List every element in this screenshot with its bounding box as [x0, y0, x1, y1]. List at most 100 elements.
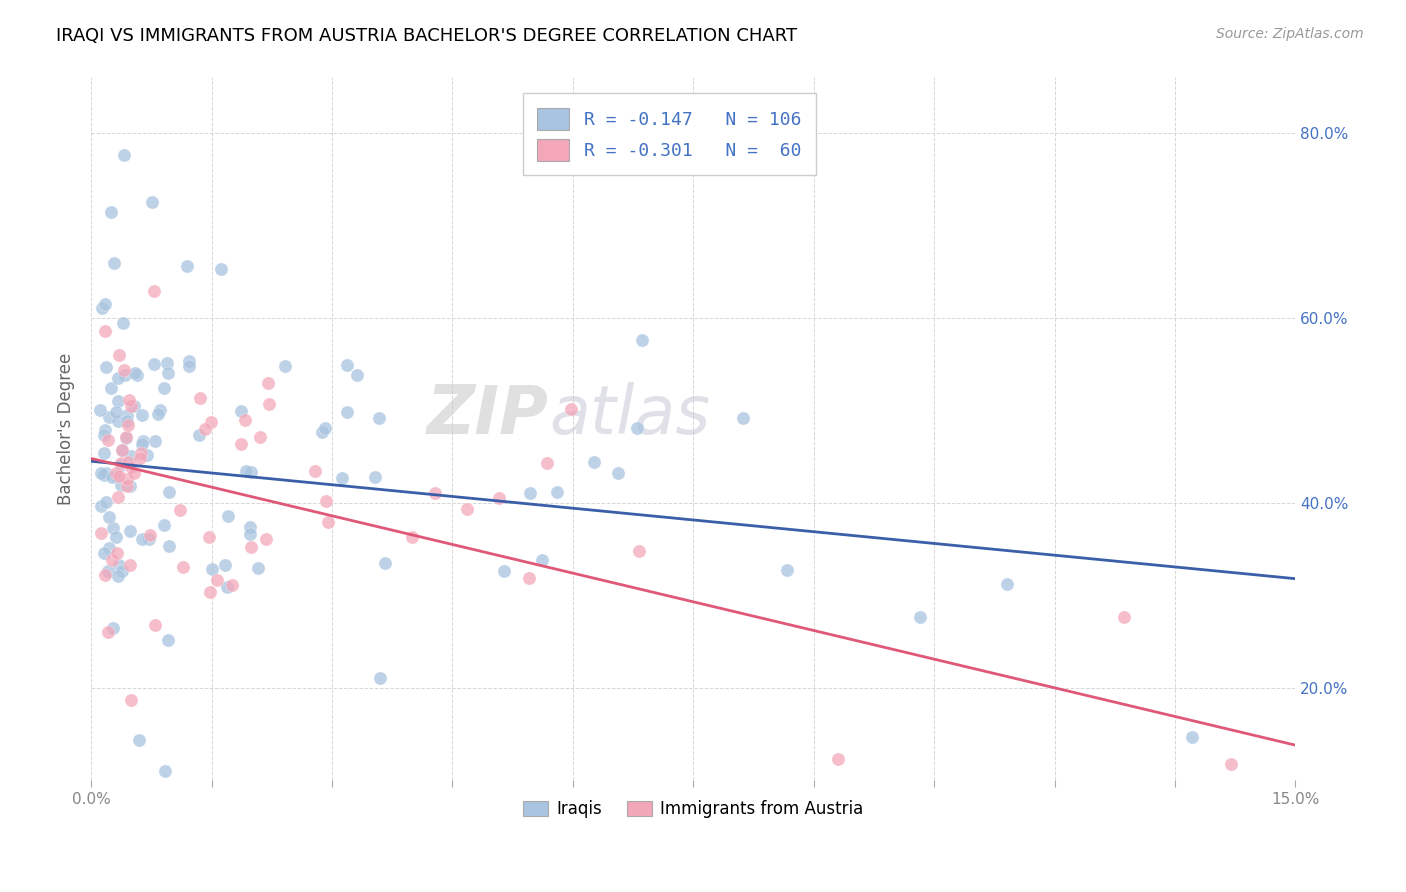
Point: [90, 467, 112, 481]
Point: [336, 358, 359, 372]
Point: [254, 532, 277, 546]
Point: [607, 466, 630, 480]
Point: [107, 568, 129, 582]
Point: [97, 434, 120, 448]
Point: [169, 503, 191, 517]
Point: [249, 429, 271, 443]
Point: [153, 764, 176, 778]
Point: [97, 564, 120, 578]
Point: [114, 368, 136, 382]
Point: [93, 427, 115, 442]
Point: [229, 404, 252, 418]
Point: [197, 531, 219, 545]
Point: [583, 455, 606, 469]
Text: IRAQI VS IMMIGRANTS FROM AUSTRIA BACHELOR'S DEGREE CORRELATION CHART: IRAQI VS IMMIGRANTS FROM AUSTRIA BACHELO…: [56, 27, 797, 45]
Point: [93, 468, 115, 483]
Y-axis label: Bachelor's Degree: Bachelor's Degree: [58, 352, 75, 505]
Point: [368, 671, 391, 685]
Point: [90, 499, 112, 513]
Point: [94, 568, 117, 582]
Point: [201, 562, 224, 576]
Point: [138, 532, 160, 546]
Point: [107, 490, 129, 504]
Point: [146, 407, 169, 421]
Point: [176, 260, 198, 274]
Point: [93, 546, 115, 560]
Point: [560, 401, 582, 416]
Point: [401, 530, 423, 544]
Point: [488, 491, 510, 506]
Point: [157, 366, 180, 380]
Text: atlas: atlas: [548, 382, 710, 448]
Point: [364, 470, 387, 484]
Point: [142, 357, 165, 371]
Point: [104, 405, 127, 419]
Point: [97, 509, 120, 524]
Point: [215, 580, 238, 594]
Point: [149, 403, 172, 417]
Point: [120, 479, 142, 493]
Point: [519, 486, 541, 500]
Point: [108, 348, 131, 362]
Point: [314, 420, 336, 434]
Point: [179, 354, 201, 368]
Point: [100, 470, 122, 484]
Point: [330, 471, 353, 485]
Point: [107, 370, 129, 384]
Point: [179, 359, 201, 374]
Point: [128, 732, 150, 747]
Point: [103, 255, 125, 269]
Point: [132, 434, 155, 448]
Point: [626, 421, 648, 435]
Point: [172, 560, 194, 574]
Point: [239, 520, 262, 534]
Point: [100, 204, 122, 219]
Point: [120, 558, 142, 572]
Point: [235, 464, 257, 478]
Point: [240, 540, 263, 554]
Point: [96, 360, 118, 375]
Point: [630, 334, 652, 348]
Point: [456, 502, 478, 516]
Text: ZIP: ZIP: [427, 382, 548, 448]
Point: [115, 430, 138, 444]
Point: [107, 414, 129, 428]
Point: [209, 261, 232, 276]
Point: [111, 564, 134, 578]
Point: [536, 456, 558, 470]
Point: [336, 405, 359, 419]
Point: [231, 437, 253, 451]
Point: [108, 469, 131, 483]
Point: [256, 376, 278, 391]
Point: [111, 442, 134, 457]
Point: [205, 574, 228, 588]
Point: [120, 400, 142, 414]
Legend: Iraqis, Immigrants from Austria: Iraqis, Immigrants from Austria: [516, 793, 870, 825]
Point: [200, 415, 222, 429]
Point: [112, 148, 135, 162]
Point: [104, 530, 127, 544]
Point: [115, 478, 138, 492]
Point: [131, 436, 153, 450]
Point: [259, 397, 281, 411]
Point: [1112, 609, 1135, 624]
Point: [315, 493, 337, 508]
Point: [239, 527, 262, 541]
Point: [110, 456, 132, 470]
Point: [124, 366, 146, 380]
Point: [1181, 730, 1204, 744]
Point: [141, 194, 163, 209]
Point: [776, 563, 799, 577]
Point: [153, 517, 176, 532]
Point: [93, 446, 115, 460]
Point: [311, 425, 333, 439]
Point: [110, 458, 132, 472]
Text: Source: ZipAtlas.com: Source: ZipAtlas.com: [1216, 27, 1364, 41]
Point: [94, 297, 117, 311]
Point: [115, 473, 138, 487]
Point: [96, 625, 118, 640]
Point: [153, 381, 176, 395]
Point: [120, 459, 142, 474]
Point: [274, 359, 297, 373]
Point: [143, 434, 166, 449]
